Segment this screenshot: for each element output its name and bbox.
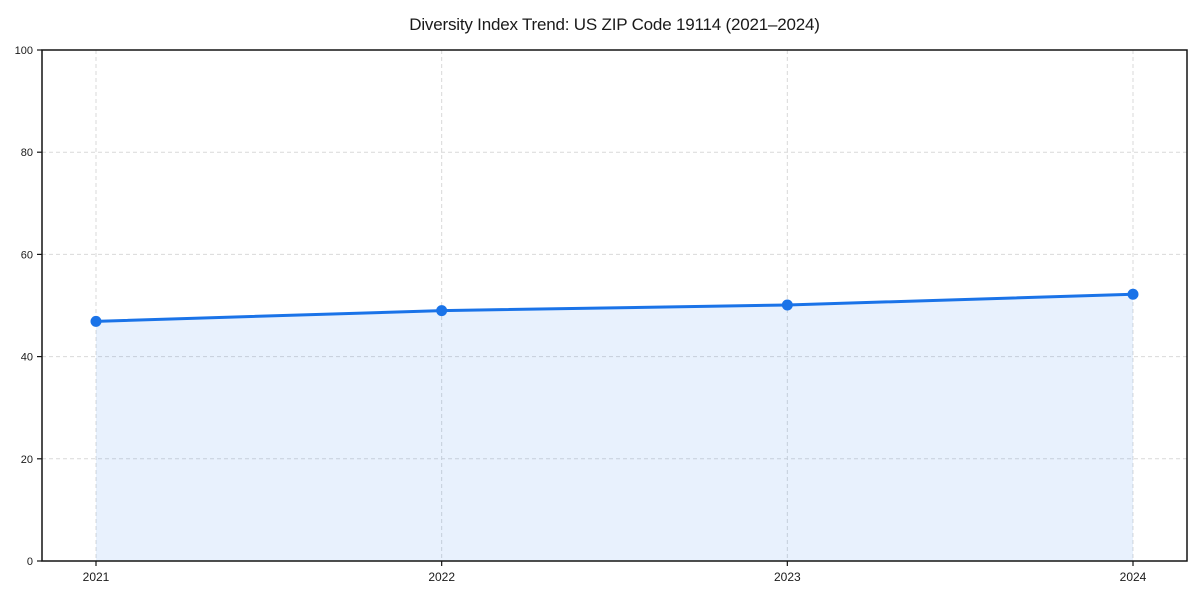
trend-line (94, 292, 1135, 323)
y-tick-label: 20 (21, 454, 33, 466)
y-tick-label: 100 (15, 45, 33, 57)
data-point-2024 (1127, 288, 1139, 300)
x-tick-label: 2021 (83, 570, 110, 584)
y-tick-label: 80 (21, 147, 33, 159)
y-tick-label: 0 (27, 556, 33, 568)
data-point-2023 (781, 299, 793, 311)
area-fill (96, 294, 1133, 561)
plot-border (41, 49, 1188, 562)
data-point-2021 (90, 315, 102, 327)
y-tick-label: 60 (21, 249, 33, 261)
data-point-2022 (436, 305, 448, 317)
x-tick-label: 2024 (1120, 570, 1147, 584)
y-tick-label: 40 (21, 352, 33, 364)
chart-title: Diversity Index Trend: US ZIP Code 19114… (409, 15, 820, 34)
x-tick-label: 2023 (774, 570, 801, 584)
x-tick-label: 2022 (428, 570, 455, 584)
